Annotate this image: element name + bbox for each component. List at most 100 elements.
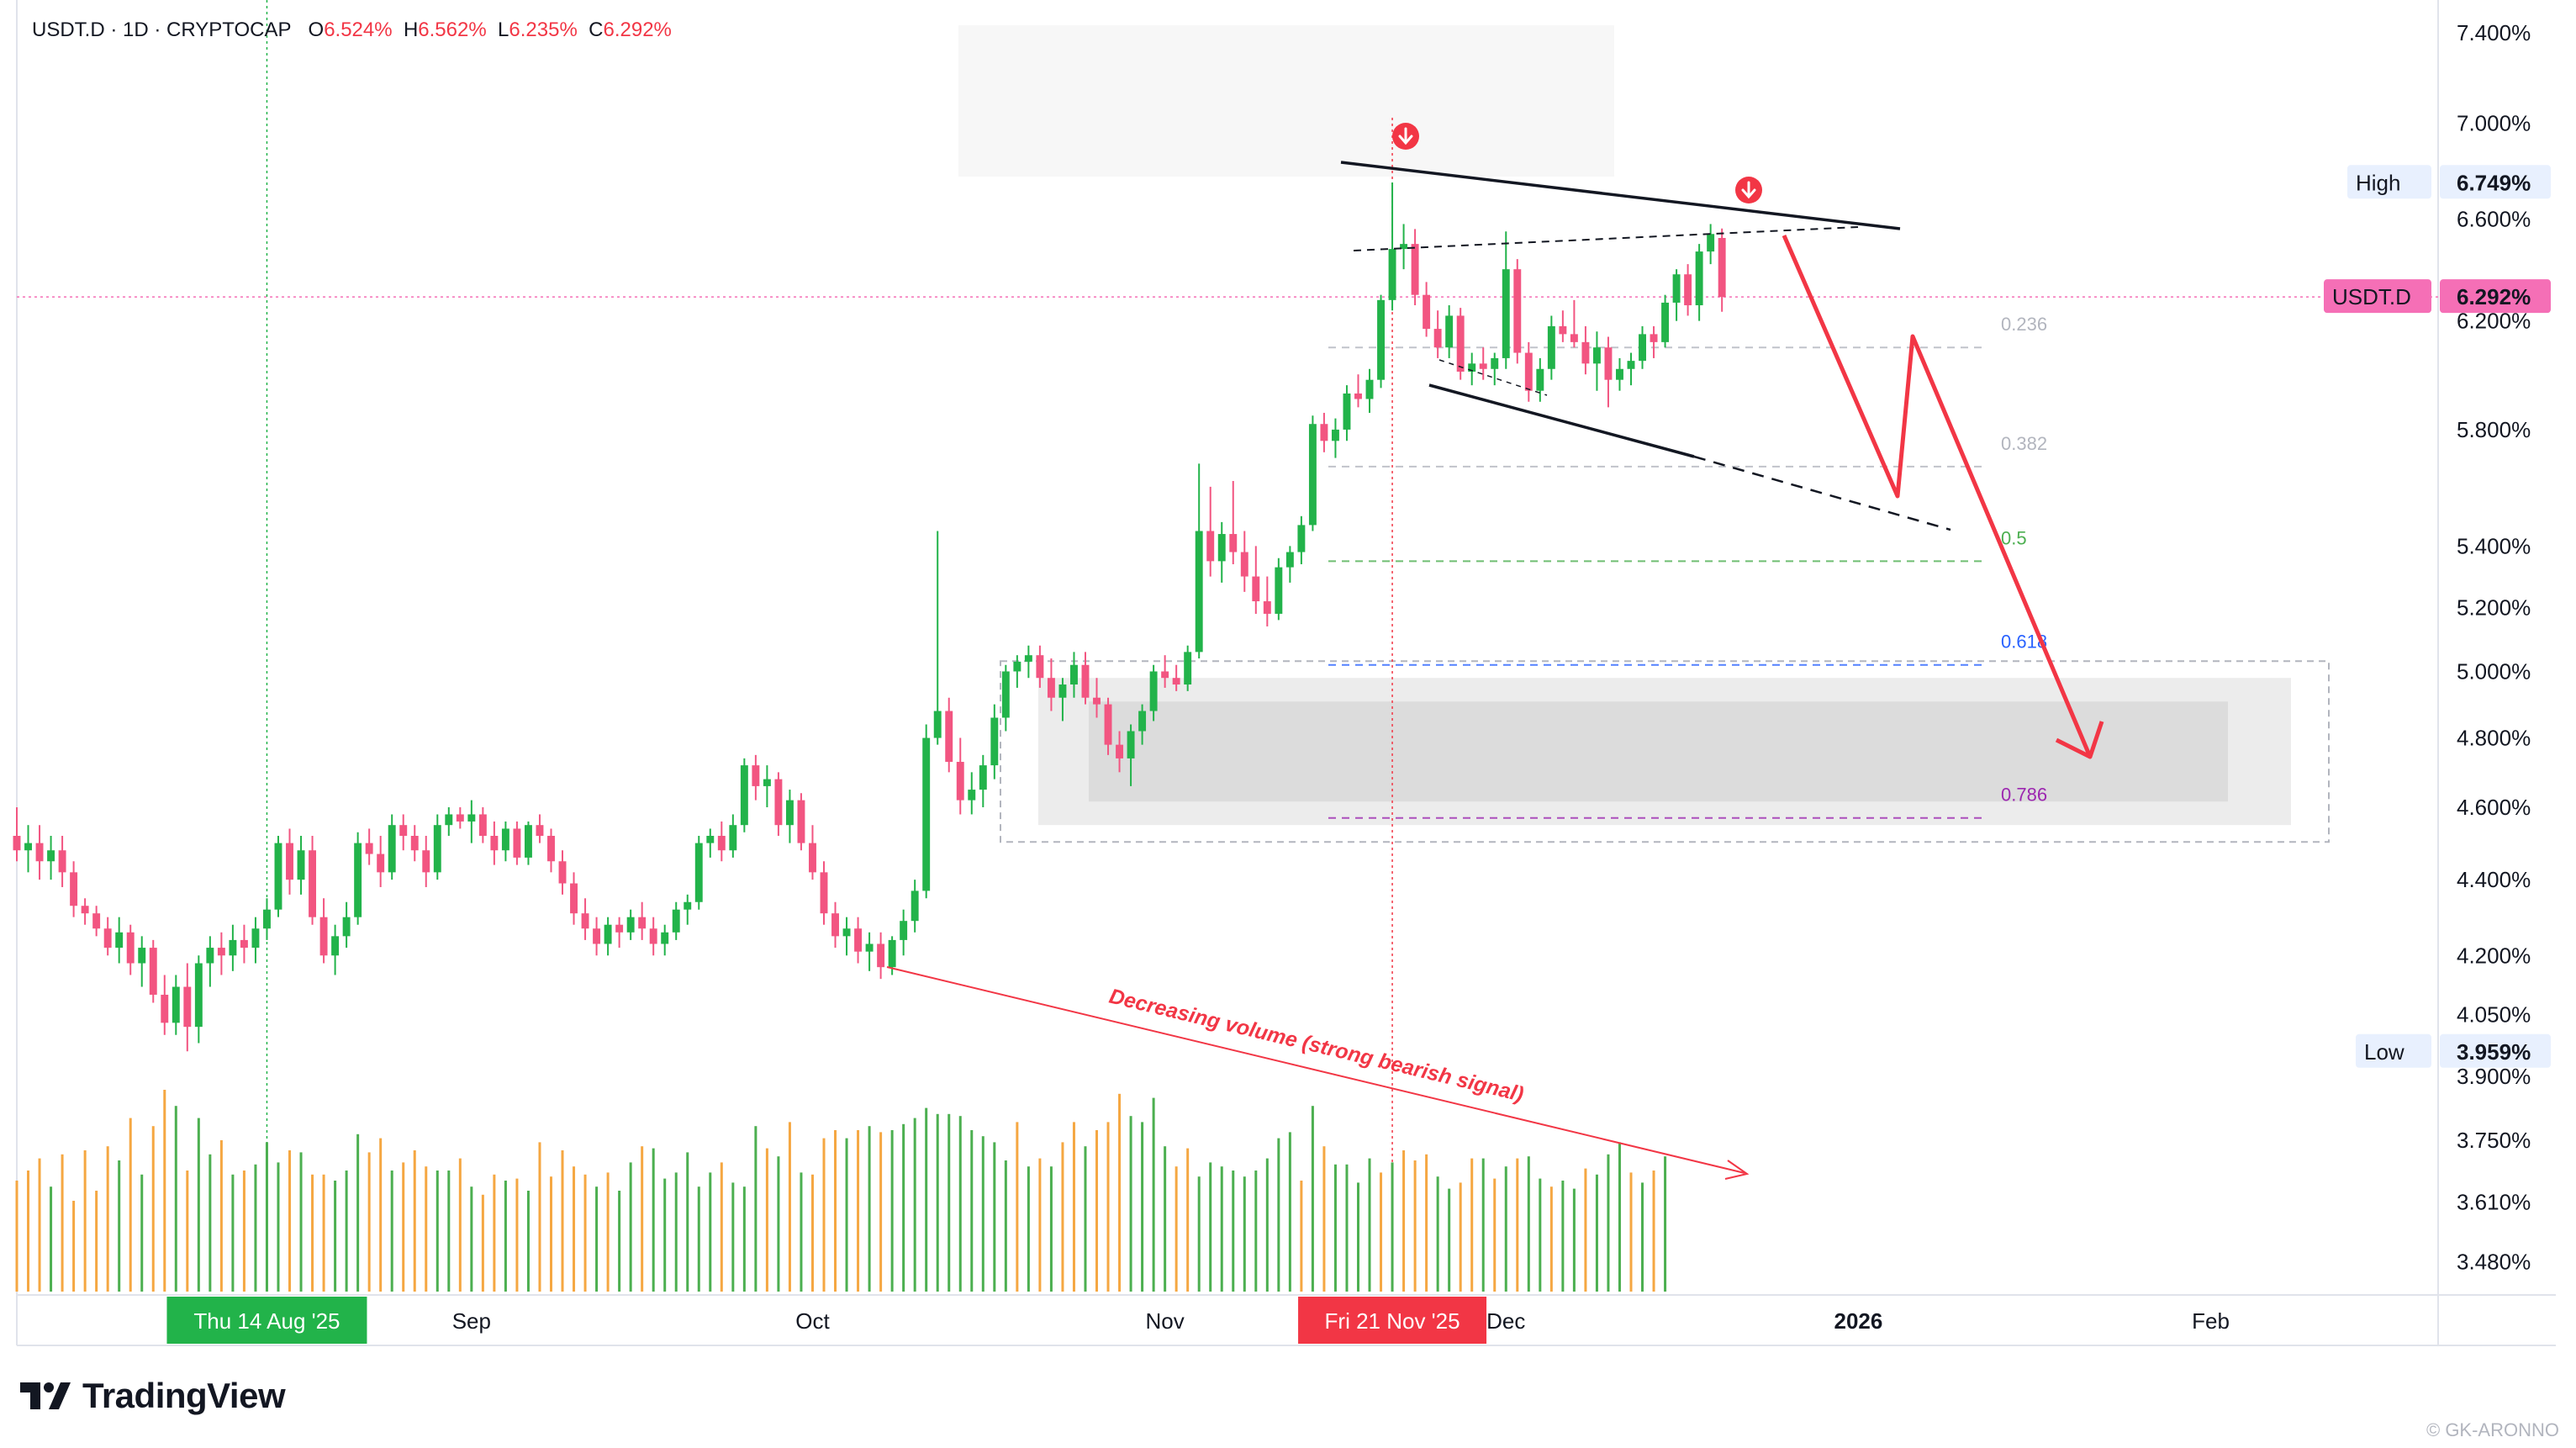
candle[interactable] <box>536 814 544 843</box>
candle[interactable] <box>1138 704 1147 745</box>
candle[interactable] <box>1229 480 1238 565</box>
candle[interactable] <box>672 901 680 940</box>
candle[interactable] <box>1672 269 1681 321</box>
candle[interactable] <box>286 828 293 895</box>
candle[interactable] <box>694 836 703 910</box>
candle[interactable] <box>558 850 567 895</box>
candle[interactable] <box>774 772 783 837</box>
low-price-badge[interactable]: Low 3.959% <box>2356 1033 2551 1068</box>
candle[interactable] <box>626 909 635 940</box>
candle[interactable] <box>785 790 794 843</box>
candle[interactable] <box>842 917 851 956</box>
candle[interactable] <box>763 765 771 808</box>
cursor-date-badge[interactable]: Fri 21 Nov '25 <box>1298 1297 1487 1344</box>
candle[interactable] <box>1331 418 1339 458</box>
candle[interactable] <box>388 814 396 880</box>
candle[interactable] <box>956 737 964 815</box>
candle[interactable] <box>456 807 464 829</box>
legend-header[interactable]: USDT.D · 1D · CRYPTOCAP O6.524% H6.562% … <box>32 18 672 42</box>
candle[interactable] <box>490 821 499 865</box>
candle[interactable] <box>1081 652 1090 705</box>
candle[interactable] <box>1343 385 1351 441</box>
candle[interactable] <box>945 697 953 773</box>
candle[interactable] <box>58 836 66 887</box>
candle[interactable] <box>820 861 828 925</box>
candle[interactable] <box>661 924 669 956</box>
candle[interactable] <box>717 821 726 862</box>
candle[interactable] <box>1058 678 1067 721</box>
candle[interactable] <box>342 901 351 949</box>
candle[interactable] <box>1547 315 1555 380</box>
candle[interactable] <box>115 917 124 964</box>
brand-logo[interactable]: TradingView <box>18 1376 286 1416</box>
candle[interactable] <box>1627 352 1635 386</box>
candle[interactable] <box>35 825 44 880</box>
candle[interactable] <box>263 898 271 940</box>
candle[interactable] <box>1468 352 1476 386</box>
sell-signal-marker[interactable] <box>1735 177 1762 203</box>
candle[interactable] <box>581 898 589 940</box>
candle[interactable] <box>81 898 89 925</box>
candle[interactable] <box>24 825 32 873</box>
candle[interactable] <box>968 772 976 815</box>
candle[interactable] <box>13 807 21 862</box>
candle[interactable] <box>1377 294 1385 388</box>
candle[interactable] <box>103 917 112 956</box>
candle[interactable] <box>183 963 192 1052</box>
candle[interactable] <box>990 704 999 779</box>
candle[interactable] <box>172 975 180 1035</box>
candle[interactable] <box>1184 645 1192 691</box>
candle[interactable] <box>309 836 317 925</box>
candle[interactable] <box>1513 259 1522 364</box>
candle[interactable] <box>354 832 362 925</box>
candle[interactable] <box>979 754 987 808</box>
candle[interactable] <box>809 825 816 880</box>
candle[interactable] <box>365 828 373 865</box>
candle[interactable] <box>1116 731 1124 773</box>
candle[interactable] <box>1161 655 1169 688</box>
candle[interactable] <box>1297 515 1306 565</box>
candle[interactable] <box>274 836 282 917</box>
candle[interactable] <box>1650 325 1658 358</box>
candle[interactable] <box>1581 325 1590 375</box>
candle[interactable] <box>1354 374 1362 408</box>
candle[interactable] <box>1206 486 1215 577</box>
candle[interactable] <box>92 906 101 937</box>
candle[interactable] <box>1684 264 1692 316</box>
candle[interactable] <box>854 917 863 964</box>
candle[interactable] <box>149 939 157 1003</box>
candle[interactable] <box>478 807 487 843</box>
candle[interactable] <box>1479 347 1487 380</box>
candle[interactable] <box>1433 310 1442 358</box>
candle[interactable] <box>1320 412 1328 452</box>
candle[interactable] <box>649 917 657 956</box>
candle[interactable] <box>933 531 942 745</box>
candle[interactable] <box>217 932 225 975</box>
candle[interactable] <box>1456 308 1465 380</box>
candle[interactable] <box>1252 546 1260 614</box>
candle[interactable] <box>1104 697 1112 755</box>
candle[interactable] <box>206 936 214 987</box>
candle[interactable] <box>445 807 453 837</box>
candle[interactable] <box>1718 228 1726 312</box>
candle[interactable] <box>604 917 612 956</box>
candle[interactable] <box>1240 531 1248 592</box>
candle[interactable] <box>1639 325 1646 369</box>
high-price-badge[interactable]: High 6.749% <box>2347 165 2551 199</box>
candle[interactable] <box>47 836 55 880</box>
candle[interactable] <box>422 836 430 887</box>
candle[interactable] <box>1001 664 1010 732</box>
symbol-info[interactable]: USDT.D · 1D · CRYPTOCAP <box>32 18 292 41</box>
candle[interactable] <box>1024 645 1032 679</box>
candle[interactable] <box>797 793 805 851</box>
candle[interactable] <box>1149 664 1158 721</box>
candle[interactable] <box>1445 305 1454 358</box>
candle[interactable] <box>410 825 419 862</box>
candle[interactable] <box>1604 336 1613 408</box>
candle[interactable] <box>126 924 135 975</box>
candle[interactable] <box>615 917 624 949</box>
candle[interactable] <box>1308 415 1317 531</box>
candle[interactable] <box>1570 299 1578 348</box>
candle[interactable] <box>1388 182 1396 311</box>
